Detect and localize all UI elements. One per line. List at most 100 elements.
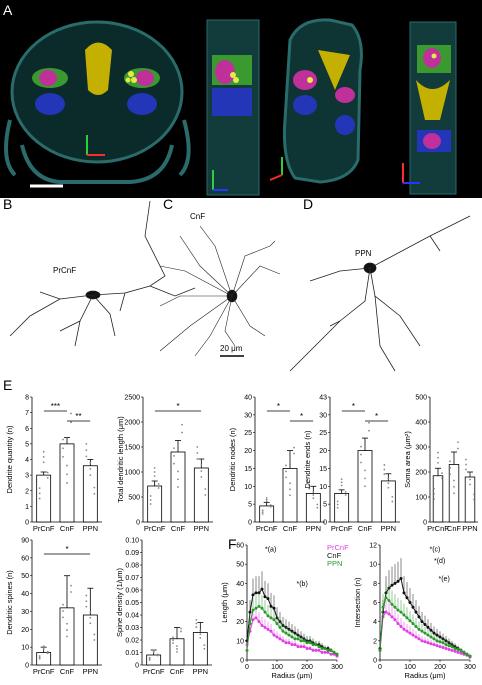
series-point-CnF [390, 583, 394, 587]
series-point-PPN [450, 645, 454, 649]
series-point-PPN [278, 625, 282, 629]
bar-PPN [82, 465, 98, 523]
data-point [391, 496, 394, 498]
series-point-CnF [432, 631, 436, 635]
x-tick-label: CnF [60, 667, 75, 676]
x-tick-label: PPN [83, 524, 98, 533]
data-point [66, 629, 68, 631]
data-point [285, 470, 287, 473]
series-point-PPN [308, 641, 312, 645]
series-point-PrCnF [420, 639, 424, 643]
series-point-CnF [393, 581, 397, 585]
data-point [293, 446, 295, 449]
data-point [204, 488, 207, 490]
series-point-PPN [254, 606, 258, 610]
y-tick-label: 10 [244, 484, 252, 491]
series-point-CnF [293, 631, 297, 635]
series-point-PrCnF [396, 622, 400, 626]
series-point-PrCnF [432, 643, 436, 647]
x-tick-label: 100 [271, 664, 283, 671]
series-point-PrCnF [387, 612, 391, 616]
data-point [93, 486, 96, 489]
series-point-CnF [423, 623, 427, 627]
series-point-PPN [248, 622, 252, 626]
y-tick-label: 3 [25, 473, 29, 480]
series-point-PrCnF [323, 650, 327, 654]
series-point-PPN [378, 648, 382, 652]
series-point-PPN [462, 650, 466, 654]
y-tick-label: 0.04 [125, 613, 139, 620]
series-point-PrCnF [405, 629, 409, 633]
bar-chart-7: 0 0.01 0.02 0.03 0.04 0.05 0.06 0.07 0.08 0.09 0.1… [115, 538, 212, 676]
y-tick-label: 0.07 [125, 575, 139, 582]
data-point [289, 482, 291, 485]
data-point [196, 452, 199, 454]
data-point [437, 462, 439, 464]
series-point-PPN [441, 641, 445, 645]
data-point [465, 458, 467, 461]
y-tick-label: 500 [128, 495, 140, 502]
data-point [93, 639, 96, 641]
data-point [153, 471, 156, 473]
data-point [200, 476, 203, 478]
data-point [261, 513, 264, 515]
y-tick-label: 30 [244, 412, 252, 419]
series-point-CnF [402, 591, 406, 595]
y-tick-label: 0 [25, 520, 29, 527]
data-point [437, 451, 439, 454]
neuron-c-tracing [159, 225, 281, 357]
data-point [180, 627, 182, 630]
data-point [360, 453, 362, 456]
series-point-PrCnF [287, 641, 291, 645]
data-point [70, 421, 72, 424]
series-point-PPN [332, 650, 336, 654]
data-point [265, 500, 268, 503]
sig-marker: *** [51, 402, 60, 411]
y-tick-label: 2 [25, 488, 29, 495]
series-point-CnF [266, 597, 270, 601]
bar-chart-1: 0 1 2 3 4 5 6 7 8 Dendrite quantity (n) PrCnF CnF PP… [5, 395, 102, 533]
y-tick-label: 0.06 [125, 588, 139, 595]
y-tick-label: 0 [136, 520, 140, 527]
data-point [199, 633, 202, 636]
series-point-PPN [302, 639, 306, 643]
series-point-PPN [275, 622, 279, 626]
data-point [469, 483, 471, 486]
data-point [387, 482, 390, 485]
series-point-PPN [399, 610, 403, 614]
data-point [62, 447, 64, 450]
data-point [336, 503, 339, 506]
sig-marker: * [277, 402, 280, 411]
series-point-PrCnF [296, 645, 300, 649]
data-point [312, 490, 315, 493]
series-point-PrCnF [423, 640, 427, 644]
data-point [85, 594, 88, 597]
data-point [42, 646, 45, 649]
series-point-PrCnF [408, 631, 412, 635]
data-point [66, 473, 68, 476]
data-point [340, 481, 343, 484]
series-point-PPN [405, 616, 409, 620]
data-point [437, 456, 439, 459]
series-point-CnF [435, 633, 439, 637]
series-point-PrCnF [399, 624, 403, 628]
series-point-PPN [459, 648, 463, 652]
data-point [89, 467, 92, 470]
series-point-PPN [260, 606, 264, 610]
panel-label-b: B [3, 196, 13, 212]
series-point-PrCnF [275, 635, 279, 639]
y-tick-label: 25 [244, 430, 252, 437]
series-point-PPN [396, 608, 400, 612]
bar-PrCnF [36, 474, 52, 523]
data-point [200, 464, 203, 466]
series-point-PPN [266, 614, 270, 618]
y-tick-label: 0 [373, 658, 377, 665]
data-point [261, 509, 264, 512]
series-point-CnF [399, 577, 403, 581]
y-axis-label: Intersection (n) [353, 577, 362, 628]
data-point [265, 496, 268, 499]
data-point [449, 460, 451, 463]
y-tick-label: 60 [21, 555, 29, 562]
